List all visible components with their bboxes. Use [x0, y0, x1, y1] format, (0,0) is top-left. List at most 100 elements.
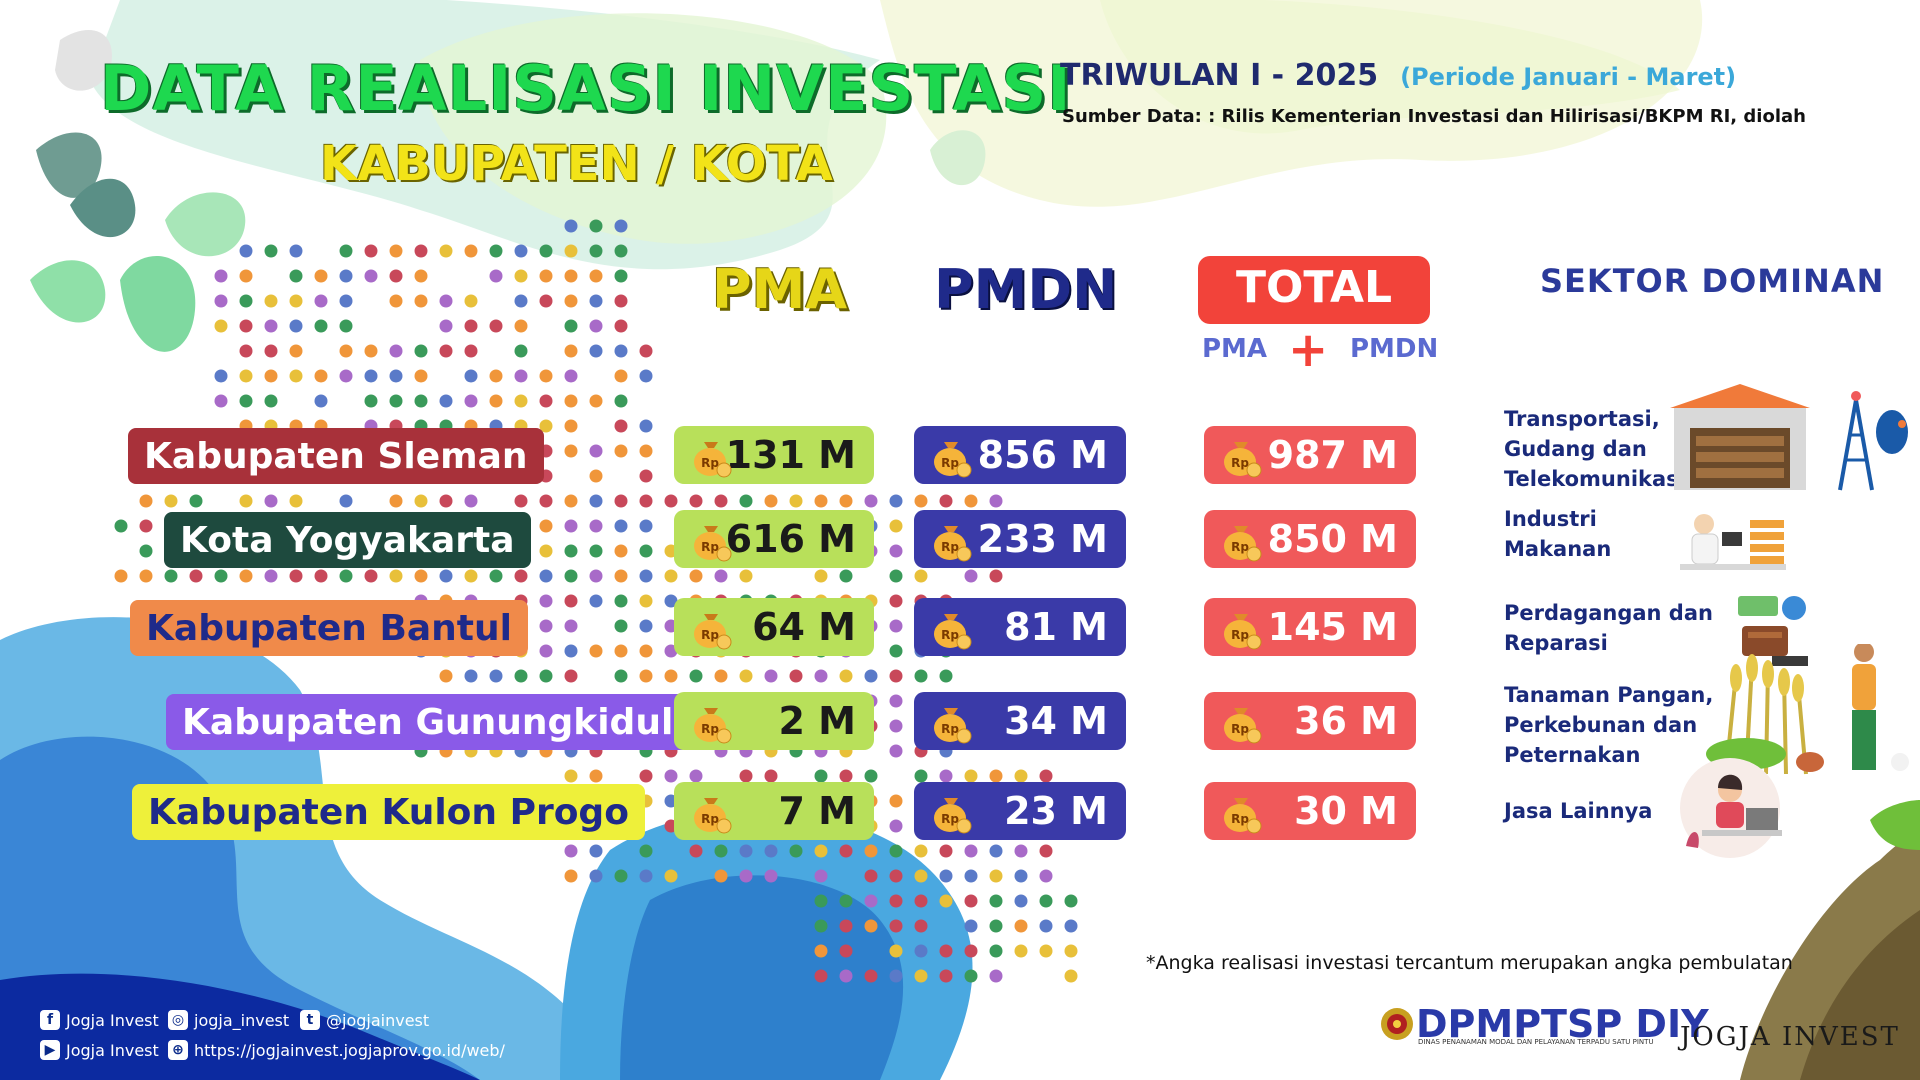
social-youtube[interactable]: ▶ Jogja Invest [40, 1040, 159, 1060]
money-bag-icon: Rp [694, 614, 732, 650]
map-dot [539, 269, 553, 283]
pma-value-cell: Rp 64 M [674, 598, 874, 656]
map-dot [914, 944, 928, 958]
map-dot [614, 544, 628, 558]
map-dot [814, 894, 828, 908]
column-header-pma: PMA [712, 258, 848, 321]
map-dot [289, 344, 303, 358]
map-dot [514, 294, 528, 308]
svg-text:Rp: Rp [701, 722, 719, 736]
money-bag-icon: Rp [694, 526, 732, 562]
total-value-cell: Rp 30 M [1204, 782, 1416, 840]
money-bag-icon: Rp [934, 442, 972, 478]
map-dot [214, 394, 228, 408]
map-dot [839, 969, 853, 983]
map-dot [964, 894, 978, 908]
map-dot [889, 619, 903, 633]
facebook-icon: f [40, 1010, 60, 1030]
map-dot [1039, 769, 1053, 783]
map-dot [614, 594, 628, 608]
pmdn-value-cell: Rp 233 M [914, 510, 1126, 568]
map-dot [1039, 844, 1053, 858]
page-title: DATA REALISASI INVESTASI [100, 52, 1072, 125]
pmdn-value-cell: Rp 856 M [914, 426, 1126, 484]
map-dot [239, 344, 253, 358]
map-dot [139, 519, 153, 533]
twitter-icon: t [300, 1010, 320, 1030]
social-twitter[interactable]: t @jogjainvest [300, 1010, 429, 1030]
map-dot [864, 894, 878, 908]
pmdn-value-cell: Rp 23 M [914, 782, 1126, 840]
map-dot [864, 844, 878, 858]
map-dot [414, 344, 428, 358]
map-dot [489, 369, 503, 383]
map-dot [689, 769, 703, 783]
svg-text:Rp: Rp [941, 456, 959, 470]
money-bag-icon: Rp [934, 798, 972, 834]
map-dot [889, 544, 903, 558]
map-dot [314, 319, 328, 333]
map-dot [389, 269, 403, 283]
map-dot [739, 494, 753, 508]
svg-text:Rp: Rp [1231, 722, 1249, 736]
map-dot [964, 844, 978, 858]
map-dot [539, 644, 553, 658]
map-dot [464, 344, 478, 358]
map-dot [739, 569, 753, 583]
map-dot [889, 744, 903, 758]
pma-value-text: 131 M [725, 433, 856, 477]
map-dot [714, 494, 728, 508]
food-industry-illustration-icon [1680, 514, 1786, 570]
map-dot [439, 669, 453, 683]
pma-value-cell: Rp 7 M [674, 782, 874, 840]
pmdn-value-cell: Rp 34 M [914, 692, 1126, 750]
map-dot [439, 494, 453, 508]
map-dot [914, 894, 928, 908]
pma-value-text: 64 M [752, 605, 856, 649]
map-dot [839, 894, 853, 908]
map-dot [814, 969, 828, 983]
map-dot [1064, 969, 1078, 983]
map-dot [789, 669, 803, 683]
pma-value-text: 616 M [725, 517, 856, 561]
map-dot [639, 344, 653, 358]
map-dot [489, 244, 503, 258]
map-dot [764, 844, 778, 858]
pmdn-value-text: 856 M [977, 433, 1108, 477]
pmdn-value-text: 81 M [1004, 605, 1108, 649]
map-dot [564, 269, 578, 283]
map-dot [139, 569, 153, 583]
dominant-sector-text: Transportasi, Gudang dan Telekomunikasi [1504, 407, 1686, 491]
map-dot [914, 844, 928, 858]
map-dot [264, 294, 278, 308]
map-dot [239, 244, 253, 258]
map-dot [539, 494, 553, 508]
region-label: Kabupaten Gunungkidul [166, 694, 690, 750]
map-dot [939, 969, 953, 983]
instagram-icon: ◎ [168, 1010, 188, 1030]
map-dot [589, 844, 603, 858]
social-facebook[interactable]: f Jogja Invest [40, 1010, 159, 1030]
svg-text:Rp: Rp [701, 456, 719, 470]
map-dot [439, 319, 453, 333]
map-dot [214, 294, 228, 308]
region-label: Kota Yogyakarta [164, 512, 531, 568]
website-link[interactable]: ⊕ https://jogjainvest.jogjaprov.go.id/we… [168, 1040, 505, 1060]
map-dot [589, 244, 603, 258]
map-dot [614, 644, 628, 658]
map-dot [589, 644, 603, 658]
social-instagram[interactable]: ◎ jogja_invest [168, 1010, 289, 1030]
map-dot [1014, 894, 1028, 908]
map-dot [539, 569, 553, 583]
map-dot [714, 669, 728, 683]
map-dot [764, 669, 778, 683]
map-dot [639, 419, 653, 433]
money-bag-icon: Rp [1224, 708, 1262, 744]
money-bag-icon: Rp [694, 442, 732, 478]
svg-text:Rp: Rp [1231, 456, 1249, 470]
period-range: (Periode Januari - Maret) [1400, 63, 1737, 91]
map-dot [939, 869, 953, 883]
map-dot [514, 569, 528, 583]
map-dot [989, 869, 1003, 883]
